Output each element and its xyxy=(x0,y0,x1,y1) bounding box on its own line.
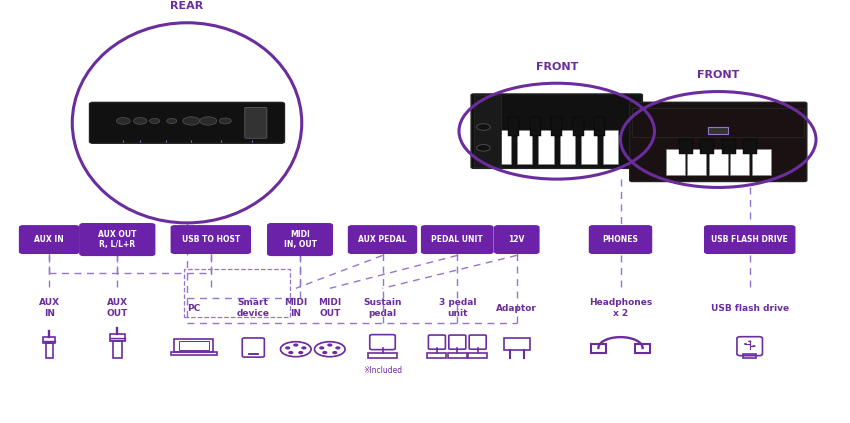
Circle shape xyxy=(336,347,340,349)
Text: MIDI
IN: MIDI IN xyxy=(284,298,308,319)
FancyBboxPatch shape xyxy=(245,107,267,138)
Circle shape xyxy=(328,344,332,346)
Bar xyxy=(517,130,532,164)
Text: Headphones
x 2: Headphones x 2 xyxy=(589,298,652,319)
FancyBboxPatch shape xyxy=(171,226,250,253)
Bar xyxy=(248,353,258,354)
Bar xyxy=(496,130,511,164)
Circle shape xyxy=(477,145,490,151)
Circle shape xyxy=(477,124,490,130)
Bar xyxy=(603,130,618,164)
Circle shape xyxy=(294,344,297,346)
Bar xyxy=(113,341,122,358)
Bar xyxy=(368,353,397,357)
Circle shape xyxy=(183,117,200,125)
Text: 12V: 12V xyxy=(508,235,525,244)
Bar xyxy=(559,130,575,164)
Circle shape xyxy=(289,352,292,354)
Bar xyxy=(730,149,749,176)
FancyBboxPatch shape xyxy=(80,224,155,255)
Circle shape xyxy=(302,347,306,349)
FancyBboxPatch shape xyxy=(89,102,285,143)
Text: AUX IN: AUX IN xyxy=(35,235,65,244)
Text: FRONT: FRONT xyxy=(697,70,740,80)
Circle shape xyxy=(200,117,217,125)
Text: AUX OUT
R, L/L+R: AUX OUT R, L/L+R xyxy=(98,230,137,250)
Text: USB FLASH DRIVE: USB FLASH DRIVE xyxy=(711,235,788,244)
Bar xyxy=(722,140,736,154)
Text: Smart
device: Smart device xyxy=(237,298,269,319)
Text: AUX
IN: AUX IN xyxy=(39,298,60,319)
FancyBboxPatch shape xyxy=(471,94,643,168)
Text: PC: PC xyxy=(187,304,201,313)
Bar xyxy=(508,118,519,136)
Text: Adaptor: Adaptor xyxy=(496,304,537,313)
Bar xyxy=(538,130,554,164)
Text: 3 pedal
unit: 3 pedal unit xyxy=(439,298,476,319)
FancyBboxPatch shape xyxy=(630,102,807,181)
Circle shape xyxy=(150,118,160,124)
Bar xyxy=(594,118,605,136)
Bar xyxy=(688,149,706,176)
Circle shape xyxy=(133,118,147,124)
Bar xyxy=(743,354,756,358)
Text: Sustain
pedal: Sustain pedal xyxy=(363,298,402,319)
Bar xyxy=(679,140,693,154)
Circle shape xyxy=(167,118,177,124)
FancyBboxPatch shape xyxy=(590,226,651,253)
FancyBboxPatch shape xyxy=(268,224,332,255)
Text: FRONT: FRONT xyxy=(536,61,578,71)
Bar xyxy=(428,353,446,357)
FancyBboxPatch shape xyxy=(495,226,539,253)
Bar xyxy=(752,149,771,176)
Bar xyxy=(573,118,584,136)
Bar xyxy=(591,344,606,353)
Bar xyxy=(708,127,728,134)
FancyBboxPatch shape xyxy=(422,226,493,253)
Text: MIDI
IN, OUT: MIDI IN, OUT xyxy=(284,230,316,250)
FancyBboxPatch shape xyxy=(20,226,79,253)
Text: PHONES: PHONES xyxy=(603,235,638,244)
Bar xyxy=(709,149,728,176)
Bar xyxy=(666,149,684,176)
Bar xyxy=(581,130,597,164)
Bar xyxy=(468,353,487,357)
Bar xyxy=(530,118,541,136)
Bar xyxy=(635,344,650,353)
Bar xyxy=(504,338,530,350)
FancyBboxPatch shape xyxy=(705,226,795,253)
Bar xyxy=(744,140,757,154)
Circle shape xyxy=(299,352,303,354)
Circle shape xyxy=(320,347,324,349)
Bar xyxy=(174,339,213,352)
Bar xyxy=(184,269,290,317)
Text: PEDAL UNIT: PEDAL UNIT xyxy=(432,235,483,244)
Circle shape xyxy=(116,118,130,124)
Text: REAR: REAR xyxy=(170,1,204,11)
Circle shape xyxy=(323,352,326,354)
Bar xyxy=(46,343,53,358)
Text: USB TO HOST: USB TO HOST xyxy=(182,235,240,244)
Bar xyxy=(171,352,217,355)
Circle shape xyxy=(752,345,756,347)
Text: AUX
OUT: AUX OUT xyxy=(106,298,128,319)
Bar xyxy=(179,341,208,350)
Bar xyxy=(473,95,501,167)
FancyBboxPatch shape xyxy=(348,226,416,253)
Circle shape xyxy=(286,347,290,349)
Circle shape xyxy=(744,343,747,345)
Bar xyxy=(700,140,714,154)
Bar xyxy=(448,353,467,357)
Text: MIDI
OUT: MIDI OUT xyxy=(318,298,342,319)
Circle shape xyxy=(748,341,751,342)
Circle shape xyxy=(333,352,337,354)
Bar xyxy=(43,337,55,343)
Text: USB flash drive: USB flash drive xyxy=(711,304,789,313)
Bar xyxy=(110,334,125,341)
Bar xyxy=(552,118,562,136)
Text: AUX PEDAL: AUX PEDAL xyxy=(358,235,407,244)
Bar xyxy=(632,108,804,137)
Text: ※Included: ※Included xyxy=(363,366,402,375)
Circle shape xyxy=(219,118,231,124)
